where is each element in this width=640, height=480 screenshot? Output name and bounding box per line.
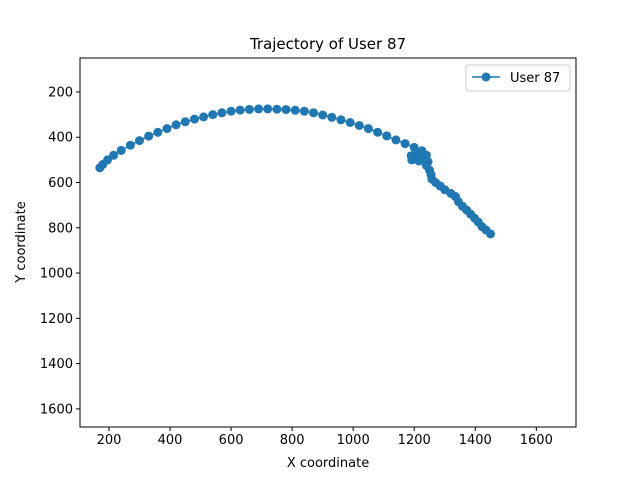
x-tick-label: 1200 — [398, 433, 431, 448]
data-point — [336, 115, 346, 125]
data-point — [125, 140, 135, 150]
data-point — [103, 155, 112, 165]
data-point — [208, 110, 218, 120]
data-point — [180, 117, 190, 127]
data-point — [144, 131, 154, 141]
y-tick-label: 200 — [48, 85, 73, 100]
data-point — [309, 108, 318, 118]
data-point — [400, 139, 410, 149]
y-axis-label: Y coordinate — [14, 201, 29, 283]
y-tick-label: 800 — [48, 221, 73, 236]
data-point — [354, 121, 364, 130]
legend-label: User 87 — [510, 71, 560, 86]
data-point — [281, 105, 291, 115]
data-point — [190, 114, 199, 124]
y-tick-label: 1600 — [40, 402, 73, 417]
y-tick-label: 600 — [48, 176, 73, 191]
data-point — [109, 150, 119, 160]
plot-area — [95, 104, 495, 239]
x-tick-label: 1600 — [520, 433, 553, 448]
data-point — [318, 110, 328, 120]
data-point — [409, 142, 419, 152]
y-axis-ticks: 200 400 600 800 1000 1200 1400 1600 — [40, 85, 80, 417]
data-point — [254, 104, 264, 114]
data-point — [171, 120, 181, 130]
x-tick-label: 800 — [280, 433, 305, 448]
x-tick-label: 200 — [97, 433, 122, 448]
data-point — [217, 108, 227, 118]
data-point — [244, 104, 254, 114]
x-tick-label: 1000 — [337, 433, 370, 448]
data-point — [345, 118, 355, 127]
data-point — [299, 106, 309, 116]
data-point — [391, 135, 401, 145]
x-tick-label: 1400 — [459, 433, 492, 448]
data-point — [263, 104, 273, 114]
x-tick-label: 400 — [158, 433, 183, 448]
data-point — [363, 124, 373, 134]
x-tick-label: 600 — [219, 433, 244, 448]
data-point — [382, 131, 392, 141]
legend-box — [465, 64, 571, 92]
y-tick-label: 1200 — [40, 312, 73, 327]
data-point — [199, 112, 209, 122]
data-point — [153, 127, 163, 137]
x-axis-label: X coordinate — [287, 456, 369, 471]
data-point — [162, 124, 172, 134]
data-point — [235, 105, 245, 115]
data-point — [290, 105, 300, 115]
x-axis-ticks: 200 400 600 800 1000 1200 1400 1600 — [97, 427, 553, 448]
data-point — [412, 150, 422, 160]
y-tick-label: 400 — [48, 131, 73, 146]
data-point — [135, 136, 144, 146]
y-tick-label: 1000 — [40, 267, 73, 282]
data-point — [226, 106, 236, 116]
data-point — [116, 145, 126, 155]
data-point — [327, 112, 337, 122]
data-point — [373, 127, 383, 137]
legend-marker-swatch — [481, 72, 491, 82]
data-point — [486, 229, 495, 239]
chart-title: Trajectory of User 87 — [249, 35, 406, 53]
legend: User 87 — [465, 64, 571, 92]
axes-frame — [79, 57, 577, 428]
data-point — [272, 104, 282, 114]
y-tick-label: 1400 — [40, 357, 73, 372]
